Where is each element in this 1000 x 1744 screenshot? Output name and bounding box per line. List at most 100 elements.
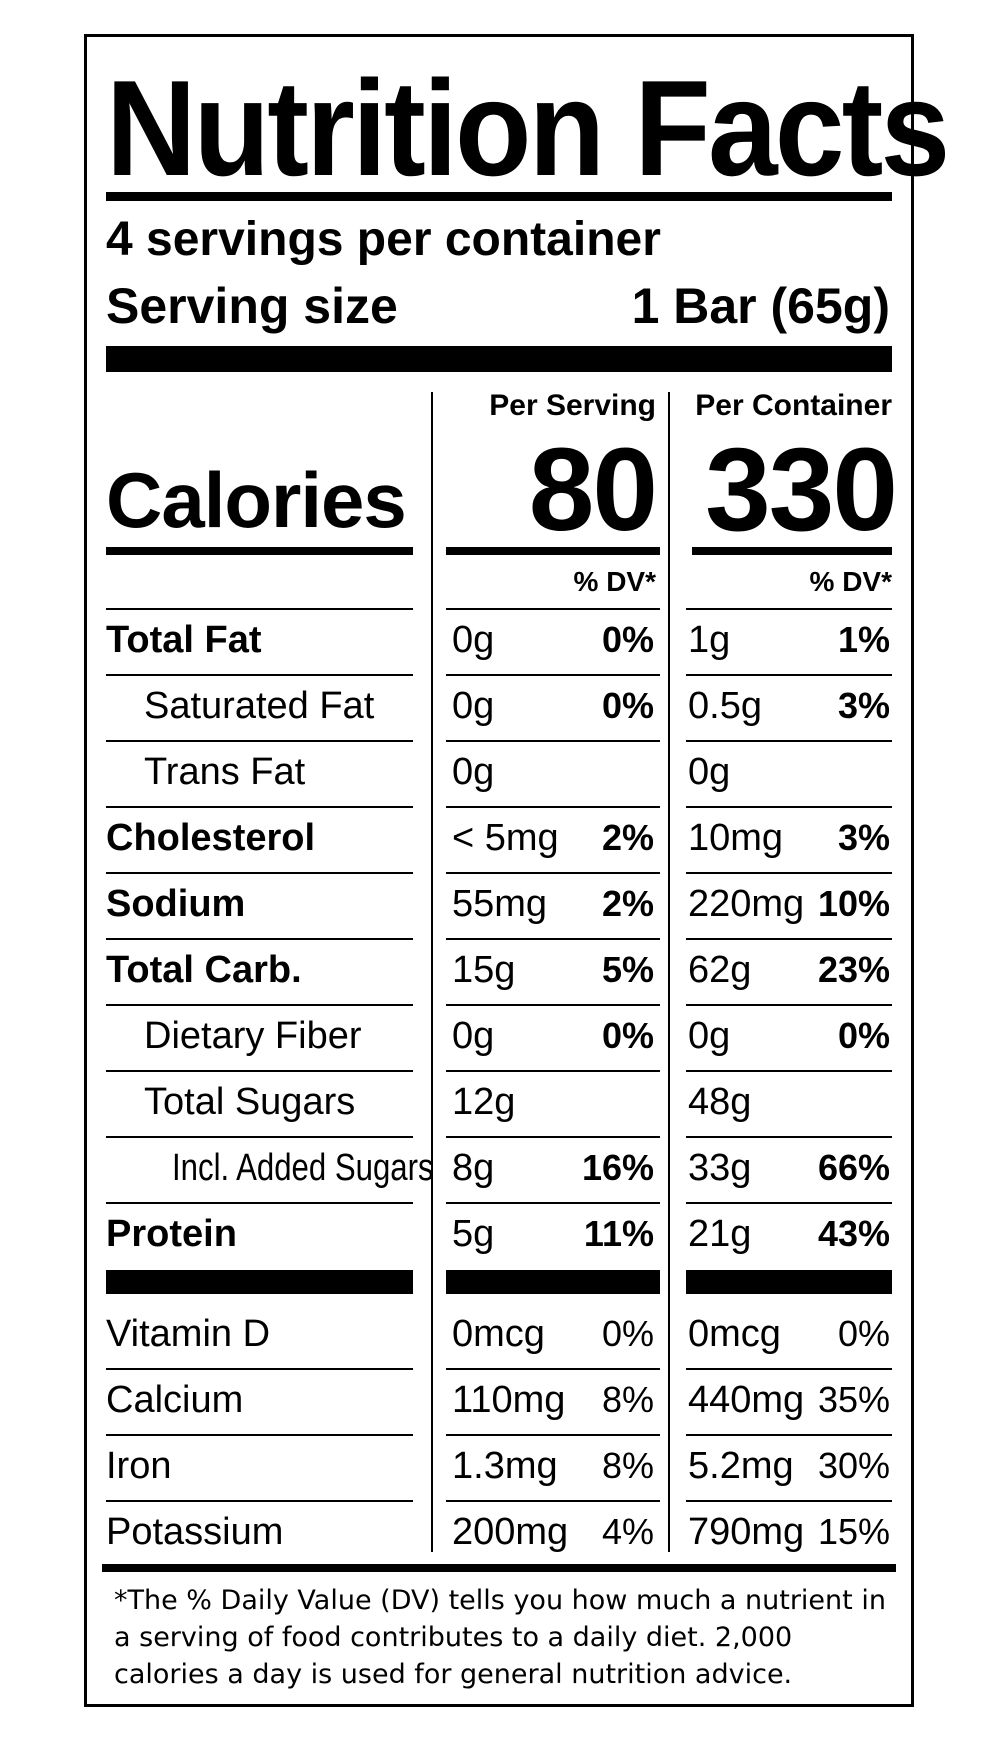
nutrient-container-dv: 1% bbox=[837, 619, 890, 660]
vitamin-container-amount: 5.2mg bbox=[688, 1445, 794, 1487]
serving-thick-rule bbox=[106, 346, 892, 372]
nutrient-rule-serving bbox=[446, 1070, 660, 1072]
nutrient-rule-container bbox=[686, 1136, 892, 1138]
nutrient-rule-container bbox=[686, 1004, 892, 1006]
servings-per-container: 4 servings per container bbox=[106, 213, 661, 266]
nutrient-rule-container bbox=[686, 938, 892, 940]
vitamin-serving-dv: 8% bbox=[601, 1445, 654, 1486]
vitamin-container-dv: 35% bbox=[817, 1379, 890, 1420]
nutrient-rule-label bbox=[106, 674, 413, 676]
nutrient-serving-dv: 0% bbox=[601, 685, 654, 726]
nutrient-container-dv: 66% bbox=[817, 1147, 890, 1188]
calories-rule-serving bbox=[446, 547, 660, 555]
footnote-rule bbox=[102, 1564, 896, 1572]
header-rule-serving bbox=[446, 608, 660, 610]
vitamin-container-amount: 440mg bbox=[688, 1379, 805, 1421]
nutrient-rule-serving bbox=[446, 674, 660, 676]
nutrient-name: Total Sugars bbox=[144, 1081, 356, 1123]
nutrient-serving-amount: 55mg bbox=[452, 883, 548, 925]
vitamin-name: Potassium bbox=[106, 1511, 284, 1553]
nutrient-container-dv: 0% bbox=[837, 1015, 890, 1056]
nutrient-container-dv: 10% bbox=[817, 883, 890, 924]
vitamin-rule-label bbox=[106, 1500, 413, 1502]
daily-value-footnote: *The % Daily Value (DV) tells you how mu… bbox=[114, 1585, 886, 1690]
nutrient-container-dv: 3% bbox=[837, 685, 890, 726]
calories-rule-label bbox=[106, 547, 413, 555]
calories-per-serving: 80 bbox=[528, 424, 658, 556]
nutrient-name: Cholesterol bbox=[106, 817, 316, 859]
nutrient-rule-serving bbox=[446, 872, 660, 874]
vitamin-rule-label bbox=[106, 1368, 413, 1370]
nutrient-serving-dv: 0% bbox=[601, 1015, 654, 1056]
nutrient-name: Total Carb. bbox=[106, 949, 302, 991]
nutrient-rule-serving bbox=[446, 740, 660, 742]
nutrient-rule-serving bbox=[446, 1202, 660, 1204]
nutrient-container-dv: 23% bbox=[817, 949, 890, 990]
nutrient-name: Trans Fat bbox=[144, 751, 306, 793]
nutrient-serving-amount: 12g bbox=[452, 1081, 516, 1123]
nutrient-serving-dv: 0% bbox=[601, 619, 654, 660]
vitamin-container-dv: 30% bbox=[817, 1445, 890, 1486]
per-container-heading: Per Container bbox=[695, 389, 892, 422]
nutrient-rule-label bbox=[106, 1202, 413, 1204]
vitamins-rule-container bbox=[686, 1270, 892, 1294]
nutrient-serving-amount: 0g bbox=[452, 1015, 495, 1057]
nutrient-rule-container bbox=[686, 740, 892, 742]
nutrient-rule-container bbox=[686, 872, 892, 874]
nutrient-container-amount: 21g bbox=[688, 1213, 752, 1255]
nutrient-rule-container bbox=[686, 806, 892, 808]
nutrient-rule-label bbox=[106, 1136, 413, 1138]
nutrient-container-amount: 220mg bbox=[688, 883, 805, 925]
nutrient-serving-dv: 5% bbox=[601, 949, 654, 990]
nutrient-rule-label bbox=[106, 1004, 413, 1006]
nutrient-container-amount: 0.5g bbox=[688, 685, 762, 727]
header-rule-label bbox=[106, 608, 413, 610]
vitamin-serving-amount: 1.3mg bbox=[452, 1445, 558, 1487]
nutrient-rule-container bbox=[686, 674, 892, 676]
nutrient-rule-container bbox=[686, 1070, 892, 1072]
nutrient-rule-label bbox=[106, 938, 413, 940]
vitamin-serving-amount: 110mg bbox=[452, 1379, 566, 1421]
calories-per-container: 330 bbox=[705, 424, 898, 556]
vitamin-container-amount: 790mg bbox=[688, 1511, 805, 1553]
serving-size-value: 1 Bar (65g) bbox=[631, 278, 890, 334]
nutrient-serving-dv: 2% bbox=[601, 817, 654, 858]
nutrition-label bbox=[84, 34, 914, 1707]
nutrient-serving-dv: 11% bbox=[583, 1213, 654, 1254]
column-divider-right bbox=[668, 392, 670, 1552]
nutrient-rule-serving bbox=[446, 938, 660, 940]
vitamin-rule-serving bbox=[446, 1368, 660, 1370]
nutrient-serving-dv: 2% bbox=[601, 883, 654, 924]
nutrient-rule-serving bbox=[446, 1004, 660, 1006]
vitamin-rule-container bbox=[686, 1500, 892, 1502]
vitamin-serving-dv: 0% bbox=[601, 1313, 654, 1354]
nutrient-container-amount: 10mg bbox=[688, 817, 784, 859]
title-rule bbox=[106, 192, 892, 201]
nutrient-rule-label bbox=[106, 872, 413, 874]
vitamin-rule-serving bbox=[446, 1434, 660, 1436]
nutrient-container-amount: 48g bbox=[688, 1081, 752, 1123]
nutrient-rule-serving bbox=[446, 1136, 660, 1138]
vitamin-rule-container bbox=[686, 1368, 892, 1370]
nutrient-serving-amount: 0g bbox=[452, 751, 495, 793]
label-title: Nutrition Facts bbox=[106, 52, 950, 204]
nutrient-name: Saturated Fat bbox=[144, 685, 375, 727]
nutrient-rule-container bbox=[686, 1202, 892, 1204]
nutrient-name: Total Fat bbox=[106, 619, 262, 661]
serving-size-label: Serving size bbox=[106, 278, 398, 334]
vitamin-serving-dv: 8% bbox=[601, 1379, 654, 1420]
calories-label: Calories bbox=[106, 456, 407, 544]
per-serving-heading: Per Serving bbox=[489, 389, 656, 422]
nutrient-name: Dietary Fiber bbox=[144, 1015, 362, 1057]
nutrient-container-dv: 3% bbox=[837, 817, 890, 858]
nutrient-serving-amount: 15g bbox=[452, 949, 516, 991]
nutrient-container-amount: 62g bbox=[688, 949, 752, 991]
header-rule-container bbox=[686, 608, 892, 610]
vitamin-serving-amount: 0mcg bbox=[452, 1313, 545, 1355]
nutrient-serving-dv: 16% bbox=[581, 1147, 654, 1188]
column-divider-left bbox=[431, 392, 433, 1552]
vitamin-name: Iron bbox=[106, 1445, 172, 1487]
vitamin-serving-dv: 4% bbox=[601, 1511, 654, 1552]
nutrient-name: Incl. Added Sugars bbox=[172, 1147, 434, 1189]
vitamin-container-dv: 0% bbox=[837, 1313, 890, 1354]
